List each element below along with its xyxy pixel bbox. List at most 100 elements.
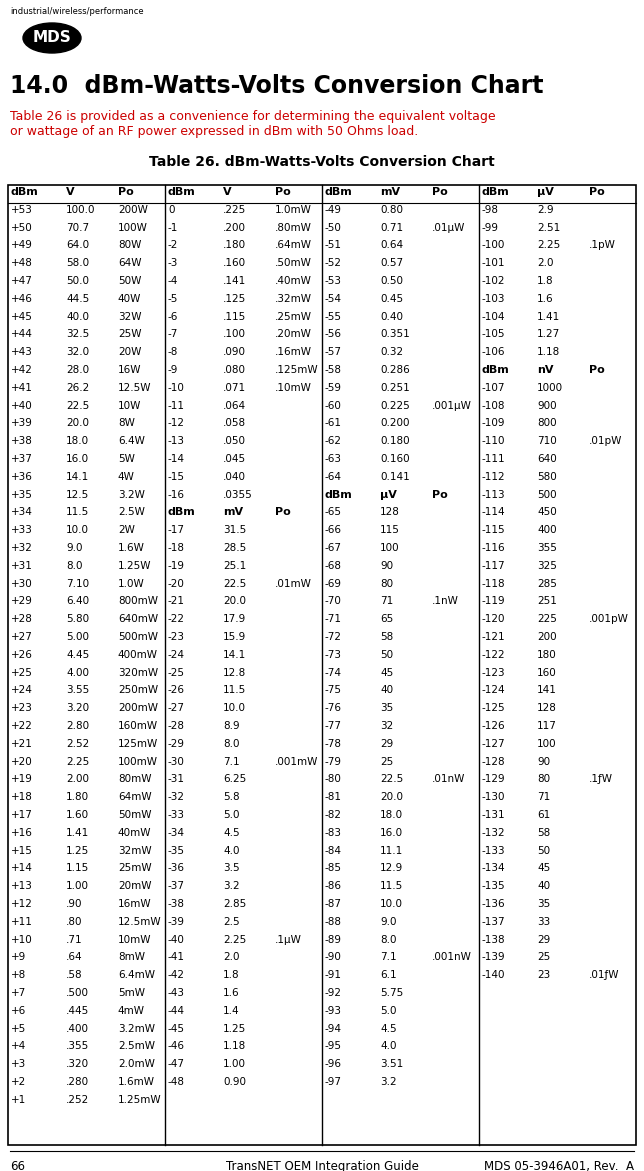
Text: 2.85: 2.85: [223, 899, 247, 909]
Text: 17.9: 17.9: [223, 615, 247, 624]
Text: 180: 180: [537, 650, 557, 659]
Text: -60: -60: [325, 400, 342, 411]
Text: 10.0: 10.0: [223, 704, 246, 713]
Text: 0: 0: [168, 205, 175, 214]
Text: 11.5: 11.5: [380, 882, 403, 891]
Text: dBm: dBm: [325, 489, 353, 500]
Text: -56: -56: [325, 329, 342, 340]
Text: 450: 450: [537, 507, 557, 518]
Text: 20.0: 20.0: [223, 596, 246, 607]
Text: -117: -117: [482, 561, 506, 570]
Text: 22.5: 22.5: [66, 400, 90, 411]
Text: +32: +32: [11, 543, 33, 553]
Text: 64W: 64W: [118, 258, 142, 268]
Text: -63: -63: [325, 454, 342, 464]
Text: 1.00: 1.00: [66, 882, 89, 891]
Text: -7: -7: [168, 329, 178, 340]
Text: -97: -97: [325, 1077, 342, 1087]
Text: -23: -23: [168, 632, 185, 642]
Text: -8: -8: [168, 347, 178, 357]
Text: 8W: 8W: [118, 418, 135, 429]
Text: 32: 32: [380, 721, 393, 731]
Text: -101: -101: [482, 258, 506, 268]
Text: Po: Po: [118, 187, 134, 197]
Text: 58: 58: [380, 632, 393, 642]
Text: -38: -38: [168, 899, 185, 909]
Text: 6.4mW: 6.4mW: [118, 971, 155, 980]
Text: 25: 25: [380, 756, 393, 767]
Text: +45: +45: [11, 311, 33, 322]
Text: +8: +8: [11, 971, 26, 980]
Text: -34: -34: [168, 828, 185, 837]
Text: 16.0: 16.0: [380, 828, 403, 837]
Text: -53: -53: [325, 276, 342, 286]
Text: 80mW: 80mW: [118, 774, 151, 785]
Text: 4.45: 4.45: [66, 650, 90, 659]
Text: 4W: 4W: [118, 472, 135, 481]
Text: 1.0W: 1.0W: [118, 578, 145, 589]
Text: .01mW: .01mW: [275, 578, 312, 589]
Text: -57: -57: [325, 347, 342, 357]
Text: 400: 400: [537, 526, 556, 535]
Text: -122: -122: [482, 650, 506, 659]
Text: Po: Po: [275, 507, 290, 518]
Text: -30: -30: [168, 756, 185, 767]
Text: 800: 800: [537, 418, 556, 429]
Text: 23: 23: [537, 971, 551, 980]
Text: +53: +53: [11, 205, 33, 214]
Text: -83: -83: [325, 828, 342, 837]
Text: +28: +28: [11, 615, 33, 624]
Text: 8.0: 8.0: [66, 561, 82, 570]
Text: 35: 35: [537, 899, 551, 909]
Text: -61: -61: [325, 418, 342, 429]
Text: -46: -46: [168, 1041, 185, 1052]
Text: +6: +6: [11, 1006, 26, 1015]
Text: 1.18: 1.18: [537, 347, 560, 357]
Text: -21: -21: [168, 596, 185, 607]
Text: -1: -1: [168, 222, 178, 233]
Text: -105: -105: [482, 329, 506, 340]
Text: -111: -111: [482, 454, 506, 464]
Text: -13: -13: [168, 437, 185, 446]
Text: +22: +22: [11, 721, 33, 731]
Text: +46: +46: [11, 294, 33, 303]
Text: -25: -25: [168, 667, 185, 678]
Text: 0.160: 0.160: [380, 454, 410, 464]
Text: 32.5: 32.5: [66, 329, 90, 340]
Text: -22: -22: [168, 615, 185, 624]
Text: -104: -104: [482, 311, 506, 322]
Text: -70: -70: [325, 596, 342, 607]
Text: -118: -118: [482, 578, 506, 589]
Text: -48: -48: [168, 1077, 185, 1087]
Text: 80W: 80W: [118, 240, 141, 251]
Text: +39: +39: [11, 418, 33, 429]
Text: 4mW: 4mW: [118, 1006, 145, 1015]
Text: -33: -33: [168, 810, 185, 820]
Text: -73: -73: [325, 650, 342, 659]
Text: -29: -29: [168, 739, 185, 748]
Text: 50W: 50W: [118, 276, 141, 286]
Text: 3.2W: 3.2W: [118, 489, 145, 500]
Text: +41: +41: [11, 383, 33, 392]
Text: -16: -16: [168, 489, 185, 500]
Text: .280: .280: [66, 1077, 90, 1087]
Text: -139: -139: [482, 952, 506, 963]
Text: 0.57: 0.57: [380, 258, 403, 268]
Text: -11: -11: [168, 400, 185, 411]
Text: .001µW: .001µW: [432, 400, 472, 411]
Text: .80mW: .80mW: [275, 222, 312, 233]
Text: -103: -103: [482, 294, 506, 303]
Text: -132: -132: [482, 828, 506, 837]
Text: .071: .071: [223, 383, 246, 392]
Text: +31: +31: [11, 561, 33, 570]
Text: .050: .050: [223, 437, 246, 446]
Text: +4: +4: [11, 1041, 26, 1052]
Text: .040: .040: [223, 472, 246, 481]
Text: 251: 251: [537, 596, 557, 607]
Text: 1.6: 1.6: [223, 988, 240, 998]
Text: 25: 25: [537, 952, 551, 963]
Text: 29: 29: [537, 934, 551, 945]
Text: 8.0: 8.0: [380, 934, 397, 945]
Text: +10: +10: [11, 934, 33, 945]
Text: -96: -96: [325, 1060, 342, 1069]
